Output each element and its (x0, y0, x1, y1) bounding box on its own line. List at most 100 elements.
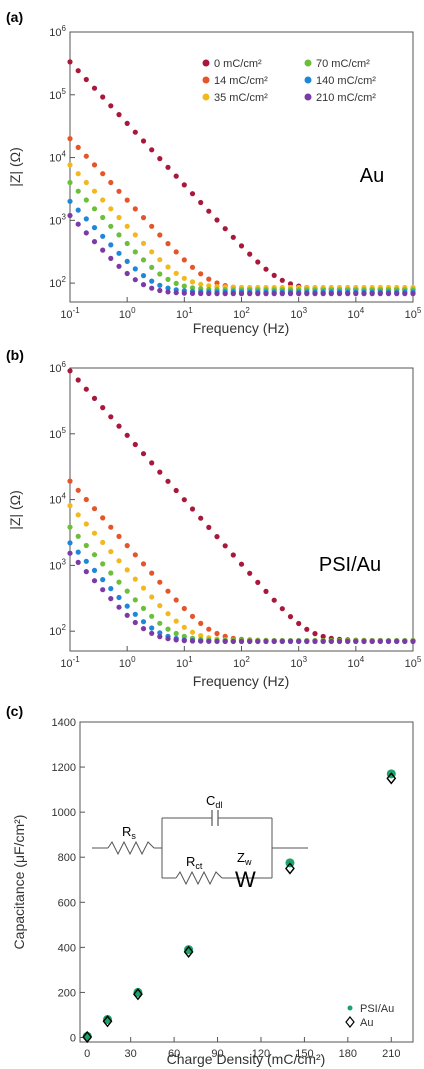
data-point (83, 558, 89, 564)
data-point (189, 638, 196, 644)
data-point (157, 634, 163, 640)
panel-a-xlabel: Frequency (Hz) (193, 320, 289, 336)
legend-marker (202, 59, 210, 67)
data-point (369, 291, 375, 297)
data-point (263, 266, 269, 272)
panel-c-xlabel: Charge Density (mC/cm²) (167, 1051, 326, 1067)
data-point (140, 282, 147, 288)
data-point (67, 524, 73, 530)
au-point (102, 1015, 113, 1028)
x-tick-label: 90 (211, 1048, 223, 1060)
data-point (132, 277, 138, 283)
x-tick-label: 103 (290, 655, 307, 670)
data-point (108, 223, 114, 229)
data-point (132, 552, 138, 558)
data-point (189, 264, 196, 270)
data-point (108, 179, 114, 186)
x-tick-label: 102 (233, 655, 250, 670)
x-tick-label: 210 (382, 1048, 400, 1060)
data-point (263, 588, 269, 595)
au-point (386, 772, 397, 785)
data-point (149, 594, 155, 600)
x-tick-label: 105 (405, 306, 422, 321)
y-tick-label: 600 (58, 897, 76, 909)
data-point (132, 249, 138, 255)
data-point (279, 277, 285, 283)
equivalent-circuit: Rs Cdl Rct Zw W (92, 793, 308, 892)
panel-a-annotation: Au (360, 165, 384, 187)
data-point (247, 291, 253, 297)
data-point (124, 270, 130, 277)
data-point (140, 138, 147, 144)
data-point (173, 270, 179, 276)
data-point (189, 506, 196, 512)
data-point (173, 597, 179, 603)
data-point (238, 243, 245, 249)
panel-c-axes: 0 30 60 90 120 150 180 210 0 200 400 600 800 1000 1200… (52, 717, 401, 1060)
data-point (336, 638, 343, 645)
data-point (312, 631, 318, 637)
circuit-rs-resistor (107, 840, 155, 856)
data-point (394, 291, 400, 297)
data-point (149, 278, 155, 284)
data-point (149, 147, 155, 153)
data-point (140, 257, 147, 263)
au-point (183, 945, 194, 958)
data-point (75, 377, 81, 383)
data-point (116, 533, 122, 540)
data-point (140, 451, 147, 457)
data-point (238, 291, 245, 297)
data-point (140, 273, 147, 279)
data-point (91, 188, 98, 194)
data-point (402, 291, 408, 297)
data-point (83, 542, 89, 549)
data-point (132, 206, 138, 212)
y-tick-label: 104 (49, 150, 66, 165)
data-point (132, 576, 138, 582)
data-point (345, 638, 351, 645)
x-tick-label: 105 (405, 655, 422, 670)
data-point (124, 240, 130, 247)
data-point (108, 242, 114, 248)
data-point (157, 469, 163, 475)
data-point (75, 559, 81, 566)
data-point (83, 521, 89, 527)
data-point (67, 59, 73, 65)
legend-label: 210 mC/cm² (316, 92, 376, 104)
data-point (140, 605, 147, 612)
data-point (181, 290, 187, 296)
y-tick-label: 1400 (52, 717, 76, 729)
data-point (100, 214, 106, 221)
y-tick-label: 104 (49, 492, 66, 507)
circuit-cdl-label: Cdl (206, 793, 222, 810)
x-tick-label: 10-1 (60, 306, 80, 321)
data-point (91, 506, 98, 512)
data-point (287, 638, 294, 645)
panel-c-frame (79, 721, 414, 1043)
data-point (304, 291, 310, 297)
data-point (247, 570, 253, 576)
data-point (214, 291, 220, 297)
circuit-zw-label: Zw (237, 850, 252, 867)
data-point (132, 619, 138, 626)
data-point (230, 552, 236, 558)
data-point (255, 579, 261, 586)
data-point (108, 206, 114, 212)
data-point (336, 291, 343, 297)
data-point (75, 549, 81, 555)
data-point (198, 638, 204, 644)
data-point (230, 638, 236, 645)
y-tick-label: 1000 (52, 807, 76, 819)
data-point (287, 614, 294, 620)
data-point (230, 291, 236, 297)
data-point (91, 162, 98, 168)
data-point (67, 179, 73, 186)
data-point (140, 240, 147, 246)
data-point (116, 250, 122, 256)
data-point (108, 414, 114, 420)
data-point (83, 230, 89, 236)
data-point (214, 280, 220, 286)
data-point (206, 638, 212, 644)
data-point (361, 291, 367, 297)
data-point (67, 368, 73, 374)
